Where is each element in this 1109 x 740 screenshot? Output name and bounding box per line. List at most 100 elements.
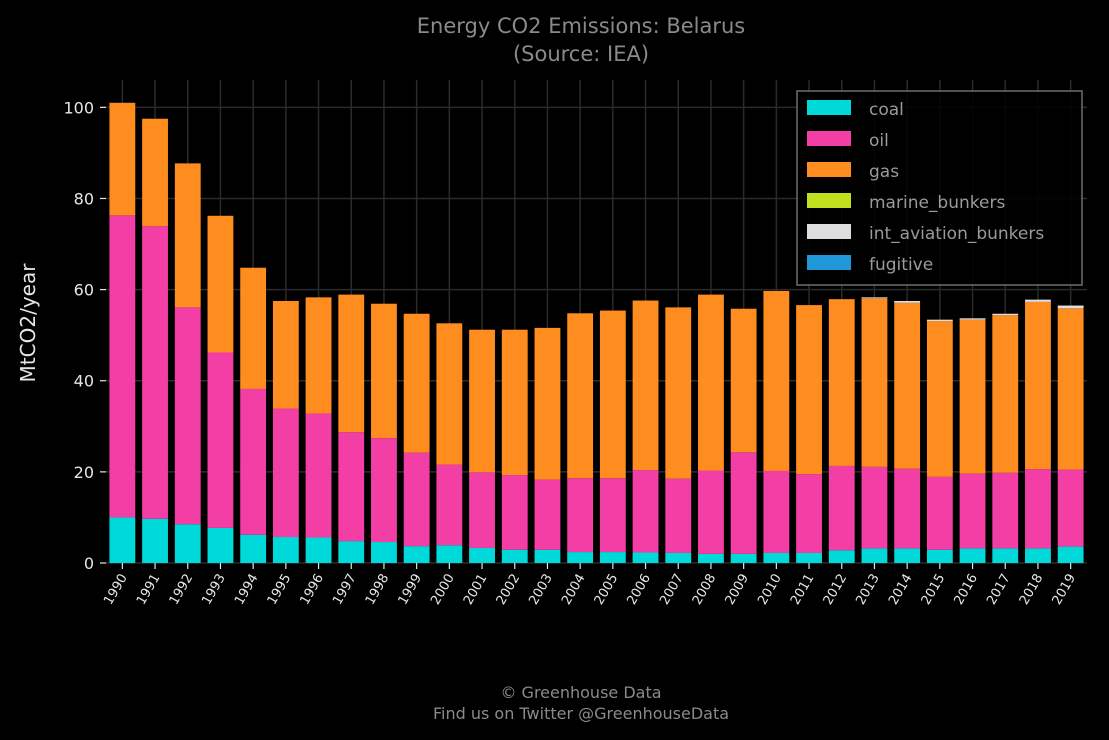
bar-coal-2006 (632, 552, 659, 563)
bar-coal-1996 (305, 537, 332, 563)
bar-gas-2008 (698, 294, 724, 471)
y-axis: 0 20 40 60 80 100 (63, 98, 106, 573)
bar-oil-1999 (403, 452, 430, 547)
y-tick-label: 60 (74, 281, 94, 300)
bar-coal-2015 (926, 549, 953, 563)
bar-coal-2017 (992, 548, 1019, 563)
bar-gas-2010 (763, 290, 790, 471)
bar-oil-2009 (730, 452, 757, 554)
bar-oil-1992 (174, 307, 201, 525)
bar-oil-2016 (959, 473, 986, 549)
bar-gas-2003 (534, 327, 561, 480)
bar-coal-2009 (730, 553, 757, 563)
footer-credit: © Greenhouse Data (500, 683, 661, 702)
bar-gas-2005 (599, 310, 626, 479)
bar-coal-1999 (403, 546, 430, 563)
bar-coal-2013 (861, 548, 888, 563)
bar-gas-2004 (567, 313, 594, 479)
bar-gas-2001 (469, 329, 495, 473)
bar-int-aviation-bunkers-2018 (1025, 299, 1051, 302)
bar-coal-2005 (599, 552, 626, 563)
bar-gas-2009 (730, 308, 757, 453)
bar-coal-1997 (338, 541, 365, 563)
bar-coal-1993 (207, 527, 234, 563)
bar-gas-2006 (632, 300, 659, 471)
bar-int-aviation-bunkers-2014 (894, 300, 921, 303)
y-tick-label: 80 (74, 189, 94, 208)
bar-gas-2011 (796, 305, 822, 475)
bar-coal-2003 (534, 549, 561, 563)
bar-gas-1990 (109, 102, 136, 216)
bar-oil-1993 (207, 352, 234, 528)
bar-oil-1997 (338, 432, 365, 542)
bar-oil-2018 (1025, 469, 1051, 549)
bar-coal-2016 (959, 548, 986, 563)
legend-swatch-oil (807, 131, 851, 146)
bar-oil-2010 (763, 470, 790, 553)
bar-oil-2005 (599, 478, 626, 553)
bar-oil-2001 (469, 472, 495, 548)
bar-gas-1995 (272, 300, 299, 409)
bar-gas-1991 (142, 118, 168, 227)
bar-coal-1991 (142, 518, 168, 563)
bar-coal-2012 (828, 550, 855, 563)
bar-coal-2011 (796, 552, 822, 563)
bar-gas-2015 (926, 321, 953, 477)
bar-coal-1992 (174, 524, 201, 563)
bar-oil-2014 (894, 468, 921, 549)
bar-oil-1996 (305, 413, 332, 538)
legend-swatch-fugitive (807, 255, 851, 270)
bar-gas-2018 (1025, 301, 1051, 470)
chart-title-line1: Energy CO2 Emissions: Belarus (417, 14, 745, 38)
bar-oil-2015 (926, 476, 953, 550)
bar-oil-2006 (632, 470, 659, 553)
bar-gas-1996 (305, 297, 332, 414)
bar-oil-2012 (828, 465, 855, 551)
legend-swatch-int-aviation-bunkers (807, 224, 851, 239)
bar-oil-1998 (371, 438, 397, 543)
bar-oil-2008 (698, 470, 724, 554)
legend-label-fugitive: fugitive (869, 255, 933, 275)
bar-coal-2010 (763, 552, 790, 563)
legend-label-gas: gas (869, 162, 899, 182)
bar-oil-1991 (142, 226, 168, 519)
bar-oil-1995 (272, 408, 299, 538)
bar-int-aviation-bunkers-2019 (1057, 305, 1084, 309)
bar-int-aviation-bunkers-2016 (959, 318, 986, 320)
y-tick-label: 20 (74, 463, 94, 482)
y-tick-label: 0 (84, 554, 94, 573)
bar-oil-2000 (436, 464, 463, 546)
bar-coal-2001 (469, 547, 495, 563)
legend-label-coal: coal (869, 100, 904, 120)
legend-swatch-marine-bunkers (807, 193, 851, 208)
bar-oil-2004 (567, 478, 594, 553)
bar-gas-2016 (959, 319, 986, 474)
bar-gas-1992 (174, 163, 201, 308)
bar-coal-2019 (1057, 546, 1084, 563)
bar-gas-1997 (338, 294, 365, 433)
bar-gas-2017 (992, 315, 1019, 473)
bar-coal-1994 (240, 534, 267, 563)
footer-twitter: Find us on Twitter @GreenhouseData (433, 704, 729, 723)
bar-oil-1990 (109, 215, 136, 518)
y-tick-label: 100 (63, 98, 94, 117)
bar-coal-2000 (436, 545, 463, 563)
bar-int-aviation-bunkers-2015 (926, 319, 953, 322)
bar-oil-2003 (534, 479, 561, 550)
bar-coal-1995 (272, 537, 299, 563)
bar-gas-2019 (1057, 308, 1084, 470)
bar-oil-2019 (1057, 469, 1084, 547)
legend-swatch-gas (807, 162, 851, 177)
bar-oil-1994 (240, 388, 267, 535)
bar-oil-2011 (796, 474, 822, 553)
legend-label-int-aviation-bunkers: int_aviation_bunkers (869, 224, 1044, 244)
bar-coal-2018 (1025, 548, 1051, 563)
bar-int-aviation-bunkers-2017 (992, 313, 1019, 316)
bar-oil-2017 (992, 472, 1019, 549)
chart-title-line2: (Source: IEA) (513, 42, 649, 66)
bar-gas-1998 (371, 303, 397, 439)
bar-coal-2007 (665, 552, 692, 563)
bar-gas-1994 (240, 267, 267, 389)
bar-oil-2002 (501, 475, 528, 550)
